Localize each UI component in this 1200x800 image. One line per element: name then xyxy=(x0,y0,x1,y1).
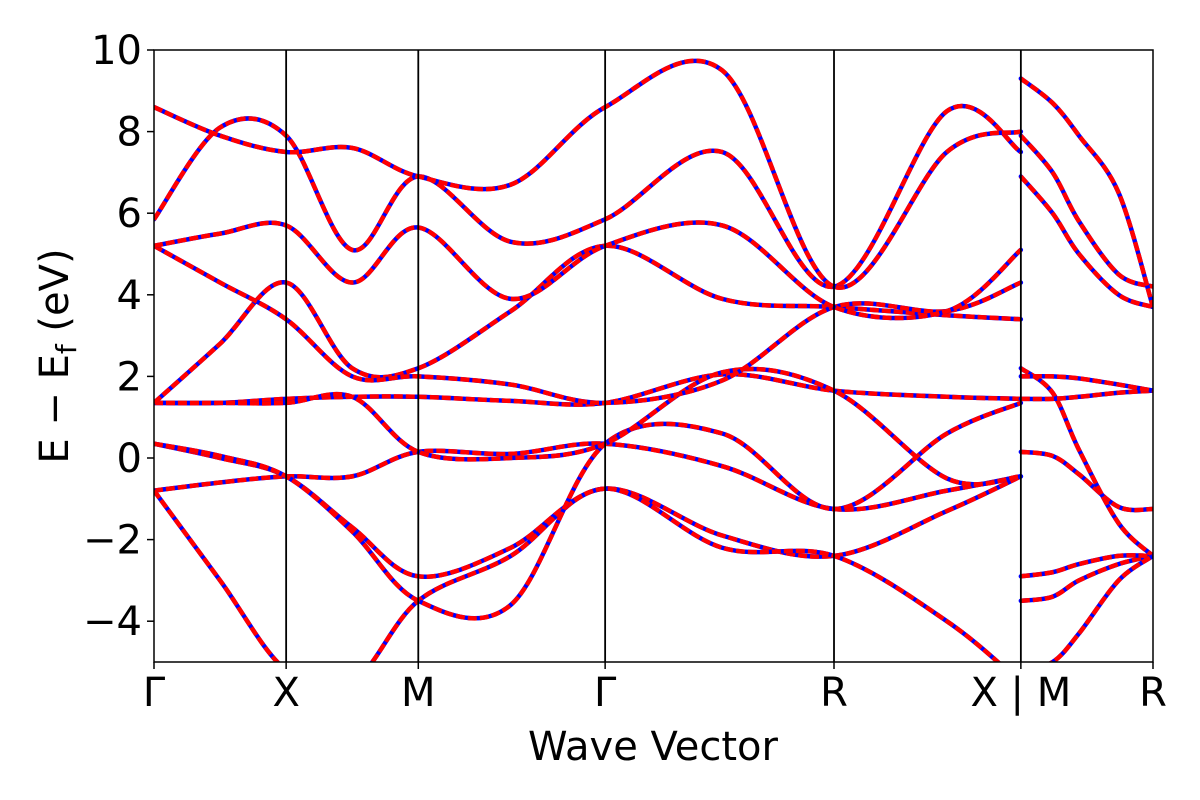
y-axis-title: E − Ef (eV) xyxy=(32,248,83,463)
x-tick-label: X xyxy=(272,670,299,716)
band-line-reference xyxy=(1018,76,1153,310)
band-line-overlay xyxy=(1020,374,1153,393)
x-tick-label: R xyxy=(820,670,848,716)
plot-frame xyxy=(153,49,1154,663)
band-line-overlay xyxy=(1019,134,1153,289)
band-line-overlay xyxy=(1047,554,1153,662)
x-axis-ticks: Γ X M Γ R X | M R xyxy=(143,662,1167,716)
y-tick-label: 2 xyxy=(117,354,142,400)
band-line-reference xyxy=(154,243,1024,406)
band-line-overlay xyxy=(154,243,1021,405)
x-tick-label: Γ xyxy=(594,670,617,716)
y-tick-label: 10 xyxy=(91,28,142,74)
y-tick-label: 4 xyxy=(117,273,142,319)
band-line-overlay xyxy=(154,103,1023,289)
band-line-overlay xyxy=(1019,366,1153,558)
band-line-overlay xyxy=(154,243,1022,406)
band-line-overlay xyxy=(154,441,1022,512)
x-tick-label: X | M xyxy=(970,670,1071,716)
band-line-reference xyxy=(154,486,1002,662)
band-line-overlay xyxy=(1020,449,1153,513)
y-tick-label: −4 xyxy=(83,599,142,645)
band-line-overlay xyxy=(154,486,1002,662)
x-tick-label: R xyxy=(1139,670,1167,716)
x-tick-label: M xyxy=(401,670,436,716)
band-line-overlay xyxy=(1020,388,1153,402)
band-line-overlay xyxy=(154,371,1021,407)
band-line-overlay xyxy=(1020,553,1153,604)
band-line-reference xyxy=(154,243,1024,406)
y-tick-label: −2 xyxy=(83,518,142,564)
bands-layer xyxy=(154,58,1153,662)
x-axis-title: Wave Vector xyxy=(528,724,779,770)
y-tick-label: 6 xyxy=(117,191,142,237)
band-line-overlay xyxy=(1019,76,1153,308)
y-axis-ticks: −4 −2 0 2 4 6 8 10 xyxy=(83,28,154,645)
band-line-overlay xyxy=(1020,553,1153,579)
high-symmetry-lines xyxy=(285,50,1022,662)
y-tick-label: 0 xyxy=(117,436,142,482)
band-line-overlay xyxy=(154,366,1022,487)
y-tick-label: 8 xyxy=(117,110,142,156)
x-tick-label: Γ xyxy=(143,670,166,716)
band-line-overlay xyxy=(1019,175,1153,310)
